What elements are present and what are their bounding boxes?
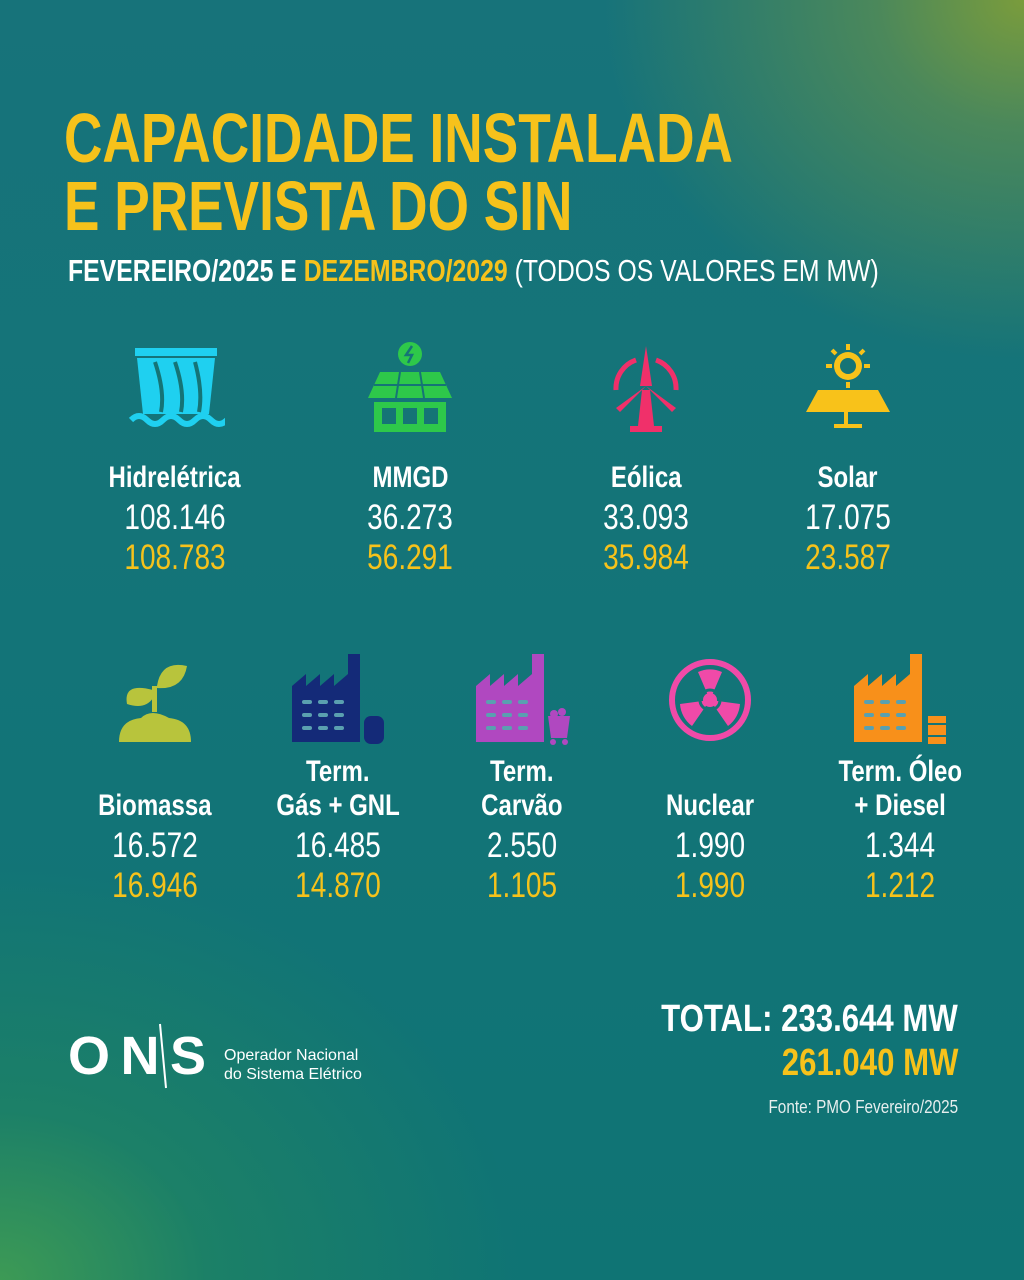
value-fev-2025: 16.485: [295, 826, 381, 865]
item-label: Term. Óleo + Diesel: [780, 755, 1020, 823]
item-label: Biomassa: [35, 755, 275, 823]
ons-logo: ONS Operador Nacional do Sistema Elétric…: [68, 1022, 368, 1097]
capacity-item: Hidrelétrica 108.146 108.783: [55, 340, 295, 600]
wind-turbine-icon: [613, 346, 679, 432]
item-label: Term. Carvão: [402, 755, 642, 823]
capacity-item: Term. Gás + GNL 16.485 14.870: [218, 650, 458, 910]
item-label-line: Term. Óleo: [838, 755, 962, 788]
capacity-item: MMGD 36.273 56.291: [290, 340, 530, 600]
page-title: CAPACIDADE INSTALADA E PREVISTA DO SIN: [64, 99, 733, 245]
item-label-line: Solar: [817, 461, 879, 494]
item-label-line: + Diesel: [854, 789, 946, 822]
value-dez-2029: 108.783: [124, 538, 226, 577]
item-label-line: Carvão: [481, 789, 563, 822]
factory-coal-icon: [476, 654, 570, 745]
value-dez-2029: 16.946: [112, 866, 198, 905]
factory-oil-barrel-icon: [854, 654, 946, 744]
item-label-line: Hidrelétrica: [108, 461, 242, 494]
item-label-line: Nuclear: [665, 789, 755, 822]
total-2029: 261.040 MW: [781, 1042, 958, 1084]
total-2025: TOTAL: 233.644 MW: [661, 998, 958, 1040]
value-fev-2025: 36.273: [367, 498, 453, 537]
title-line-2: E PREVISTA DO SIN: [64, 167, 573, 245]
subtitle-units-note: (TODOS OS VALORES EM MW): [507, 253, 879, 288]
rooftop-solar-house-icon: [368, 342, 452, 432]
value-dez-2029: 35.984: [603, 538, 689, 577]
item-label: Nuclear: [590, 755, 830, 823]
sprout-icon: [119, 664, 191, 742]
item-label: Hidrelétrica: [55, 461, 295, 495]
value-dez-2029: 56.291: [367, 538, 453, 577]
value-dez-2029: 1.990: [674, 866, 746, 905]
item-label-line: MMGD: [371, 461, 448, 494]
value-fev-2025: 1.990: [674, 826, 746, 865]
capacity-item: Term. Carvão 2.550 1.105: [402, 650, 642, 910]
value-fev-2025: 2.550: [486, 826, 558, 865]
logo-line-2: do Sistema Elétrico: [224, 1066, 362, 1083]
capacity-item: Eólica 33.093 35.984: [526, 340, 766, 600]
item-label: MMGD: [290, 461, 530, 495]
capacity-item: Biomassa 16.572 16.946: [35, 650, 275, 910]
capacity-item: Solar 17.075 23.587: [728, 340, 968, 600]
item-label-line: Term.: [306, 755, 370, 788]
value-fev-2025: 108.146: [124, 498, 226, 537]
value-dez-2029: 23.587: [805, 538, 891, 577]
svg-text:ONS: ONS: [68, 1026, 206, 1086]
subtitle-date-2025: FEVEREIRO/2025 E: [68, 253, 304, 288]
solar-panel-sun-icon: [806, 344, 890, 428]
logo-line-1: Operador Nacional: [224, 1047, 358, 1064]
item-label: Term. Gás + GNL: [218, 755, 458, 823]
hydro-dam-icon: [128, 348, 225, 427]
value-fev-2025: 1.344: [864, 826, 936, 865]
value-fev-2025: 17.075: [805, 498, 891, 537]
title-line-1: CAPACIDADE INSTALADA: [64, 99, 733, 177]
radiation-icon: [669, 659, 751, 741]
value-dez-2029: 1.212: [864, 866, 936, 905]
subtitle: FEVEREIRO/2025 E DEZEMBRO/2029 (TODOS OS…: [68, 253, 879, 289]
source-note: Fonte: PMO Fevereiro/2025: [768, 1097, 958, 1117]
item-label-line: Gás + GNL: [276, 789, 400, 822]
item-label-line: Eólica: [610, 461, 682, 494]
capacity-item: Nuclear 1.990 1.990: [590, 650, 830, 910]
value-fev-2025: 16.572: [112, 826, 198, 865]
item-label: Eólica: [526, 461, 766, 495]
value-fev-2025: 33.093: [603, 498, 689, 537]
factory-gas-icon: [292, 654, 384, 744]
subtitle-date-2029: DEZEMBRO/2029: [303, 253, 508, 288]
item-label: Solar: [728, 461, 968, 495]
capacity-item: Term. Óleo + Diesel 1.344 1.212: [780, 650, 1020, 910]
value-dez-2029: 1.105: [486, 866, 558, 905]
value-dez-2029: 14.870: [295, 866, 381, 905]
ons-logo-mark: ONS Operador Nacional do Sistema Elétric…: [68, 1023, 362, 1089]
item-label-line: Biomassa: [98, 789, 212, 822]
item-label-line: Term.: [490, 755, 554, 788]
